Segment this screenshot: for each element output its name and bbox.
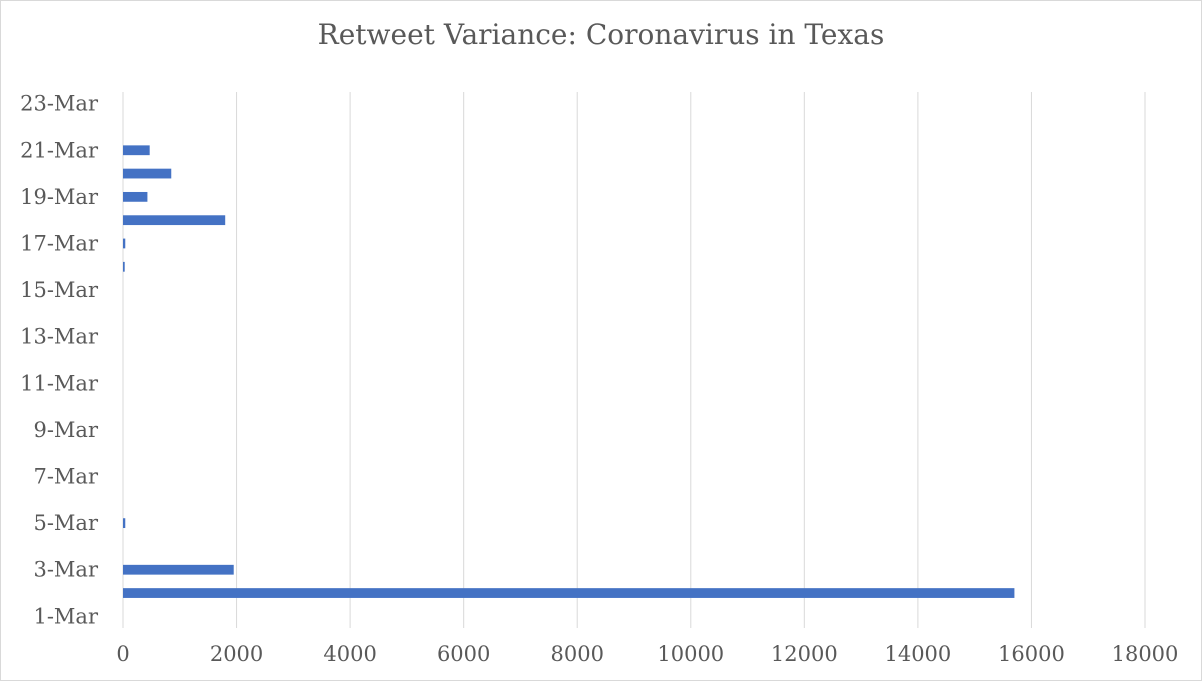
chart-title: Retweet Variance: Coronavirus in Texas [317, 18, 885, 51]
y-tick-label: 7-Mar [33, 465, 98, 489]
x-tick-label: 18000 [1112, 642, 1179, 666]
bar-18-Mar [123, 215, 226, 226]
y-tick-label: 5-Mar [33, 511, 98, 535]
x-tick-label: 10000 [657, 642, 724, 666]
x-tick-label: 2000 [210, 642, 263, 666]
x-axis-tick-labels: 0 2000 4000 6000 8000 10000 12000 14000 16000 180… [116, 642, 1178, 666]
bars [123, 145, 1015, 598]
x-tick-label: 12000 [771, 642, 838, 666]
x-tick-label: 4000 [323, 642, 376, 666]
y-tick-label: 13-Mar [20, 325, 99, 349]
x-tick-label: 6000 [437, 642, 490, 666]
bar-16-Mar [123, 261, 125, 272]
y-tick-label: 11-Mar [20, 371, 99, 395]
bar-20-Mar [123, 168, 172, 179]
bar-19-Mar [123, 191, 148, 202]
y-tick-label: 3-Mar [33, 558, 98, 582]
y-tick-label: 23-Mar [20, 92, 99, 116]
y-tick-label: 9-Mar [33, 418, 98, 442]
y-tick-label: 19-Mar [20, 185, 99, 209]
bar-3-Mar [123, 564, 234, 575]
bar-17-Mar [123, 238, 126, 249]
x-tick-label: 14000 [884, 642, 951, 666]
gridlines [122, 92, 1146, 628]
bar-5-Mar [123, 518, 126, 529]
x-tick-label: 8000 [550, 642, 603, 666]
bar-2-Mar [123, 588, 1015, 598]
y-tick-label: 1-Mar [33, 604, 98, 628]
y-tick-label: 17-Mar [20, 231, 99, 255]
y-axis-tick-labels: 1-Mar 3-Mar 5-Mar 7-Mar 9-Mar 11-Mar 13-Mar 15-… [20, 92, 99, 629]
bar-21-Mar [123, 145, 150, 156]
y-tick-label: 21-Mar [20, 138, 99, 162]
y-tick-label: 15-Mar [20, 278, 99, 302]
x-tick-label: 0 [116, 642, 129, 666]
x-tick-label: 16000 [998, 642, 1065, 666]
